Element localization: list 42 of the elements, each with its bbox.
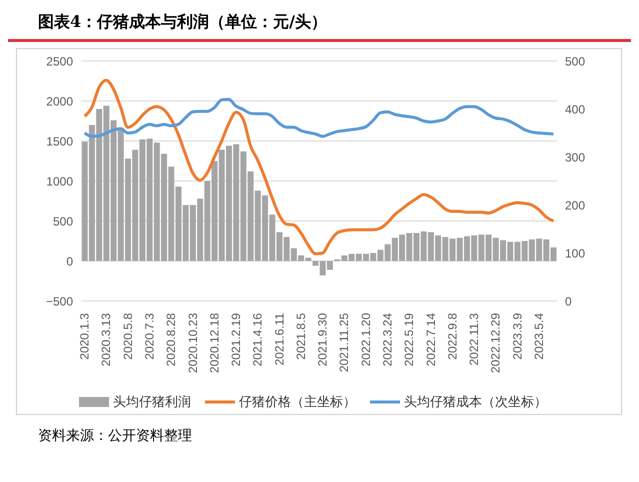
y2-tick-label: 200 (565, 198, 586, 212)
y2-tick-label: 500 (565, 54, 586, 68)
text: 资料来源：公开资料整理 (37, 427, 193, 445)
legend-label: 头均仔猪成本（次坐标） (404, 394, 547, 411)
x-tick-label: 2023.5.4 (532, 312, 546, 360)
y2-tick-label: 300 (565, 150, 586, 164)
x-tick-label: 2021.6.11 (272, 312, 286, 366)
x-tick-label: 2022.9.8 (445, 312, 460, 360)
x-tick-label: 2022.1.20 (358, 312, 373, 366)
y-tick-label: 1500 (46, 134, 74, 148)
x-tick-label: 2020.8.28 (164, 312, 178, 366)
x-tick-label: 2021.11.25 (337, 312, 352, 372)
x-tick-label: 2022.7.14 (424, 312, 438, 366)
chart-title: 图表4：仔猪成本与利润（单位：元/头） (8, 8, 631, 42)
y2-tick-label: 0 (565, 294, 572, 308)
x-tick-label: 2020.10.23 (186, 312, 200, 374)
x-tick-label: 2021.2.19 (229, 312, 244, 366)
x-tick-label: 2022.5.19 (402, 312, 416, 366)
x-tick-label: 2021.8.5 (294, 312, 308, 360)
x-tick-label: 2022.3.24 (380, 312, 395, 366)
y-tick-label: −500 (46, 294, 74, 308)
x-tick-label: 2020.5.8 (120, 312, 135, 360)
x-tick-label: 2020.7.3 (142, 312, 157, 360)
line-series (83, 98, 555, 138)
x-tick-label: 2020.1.3 (78, 312, 92, 360)
y2-tick-label: 100 (565, 246, 586, 260)
x-tick-label: 2020.3.13 (99, 312, 114, 366)
x-tick-label: 2021.9.30 (316, 312, 330, 366)
y-tick-label: 0 (66, 254, 74, 268)
y-tick-label: 1000 (46, 174, 74, 188)
x-tick-label: 2020.12.18 (207, 312, 222, 374)
x-tick-label: 2022.12.29 (488, 312, 503, 374)
y2-tick-label: 400 (565, 102, 586, 116)
legend-label: 仔猪价格（主坐标） (239, 394, 356, 411)
line-series (83, 78, 555, 256)
x-tick-label: 2023.3.9 (510, 312, 524, 360)
y-tick-label: 500 (52, 214, 74, 228)
x-tick-label: 2022.11.3 (467, 312, 482, 366)
legend-label: 头均仔猪利润 (113, 394, 191, 411)
x-tick-label: 2021.4.16 (250, 312, 265, 366)
y-tick-label: 2500 (46, 54, 74, 68)
y-tick-label: 2000 (46, 94, 74, 108)
